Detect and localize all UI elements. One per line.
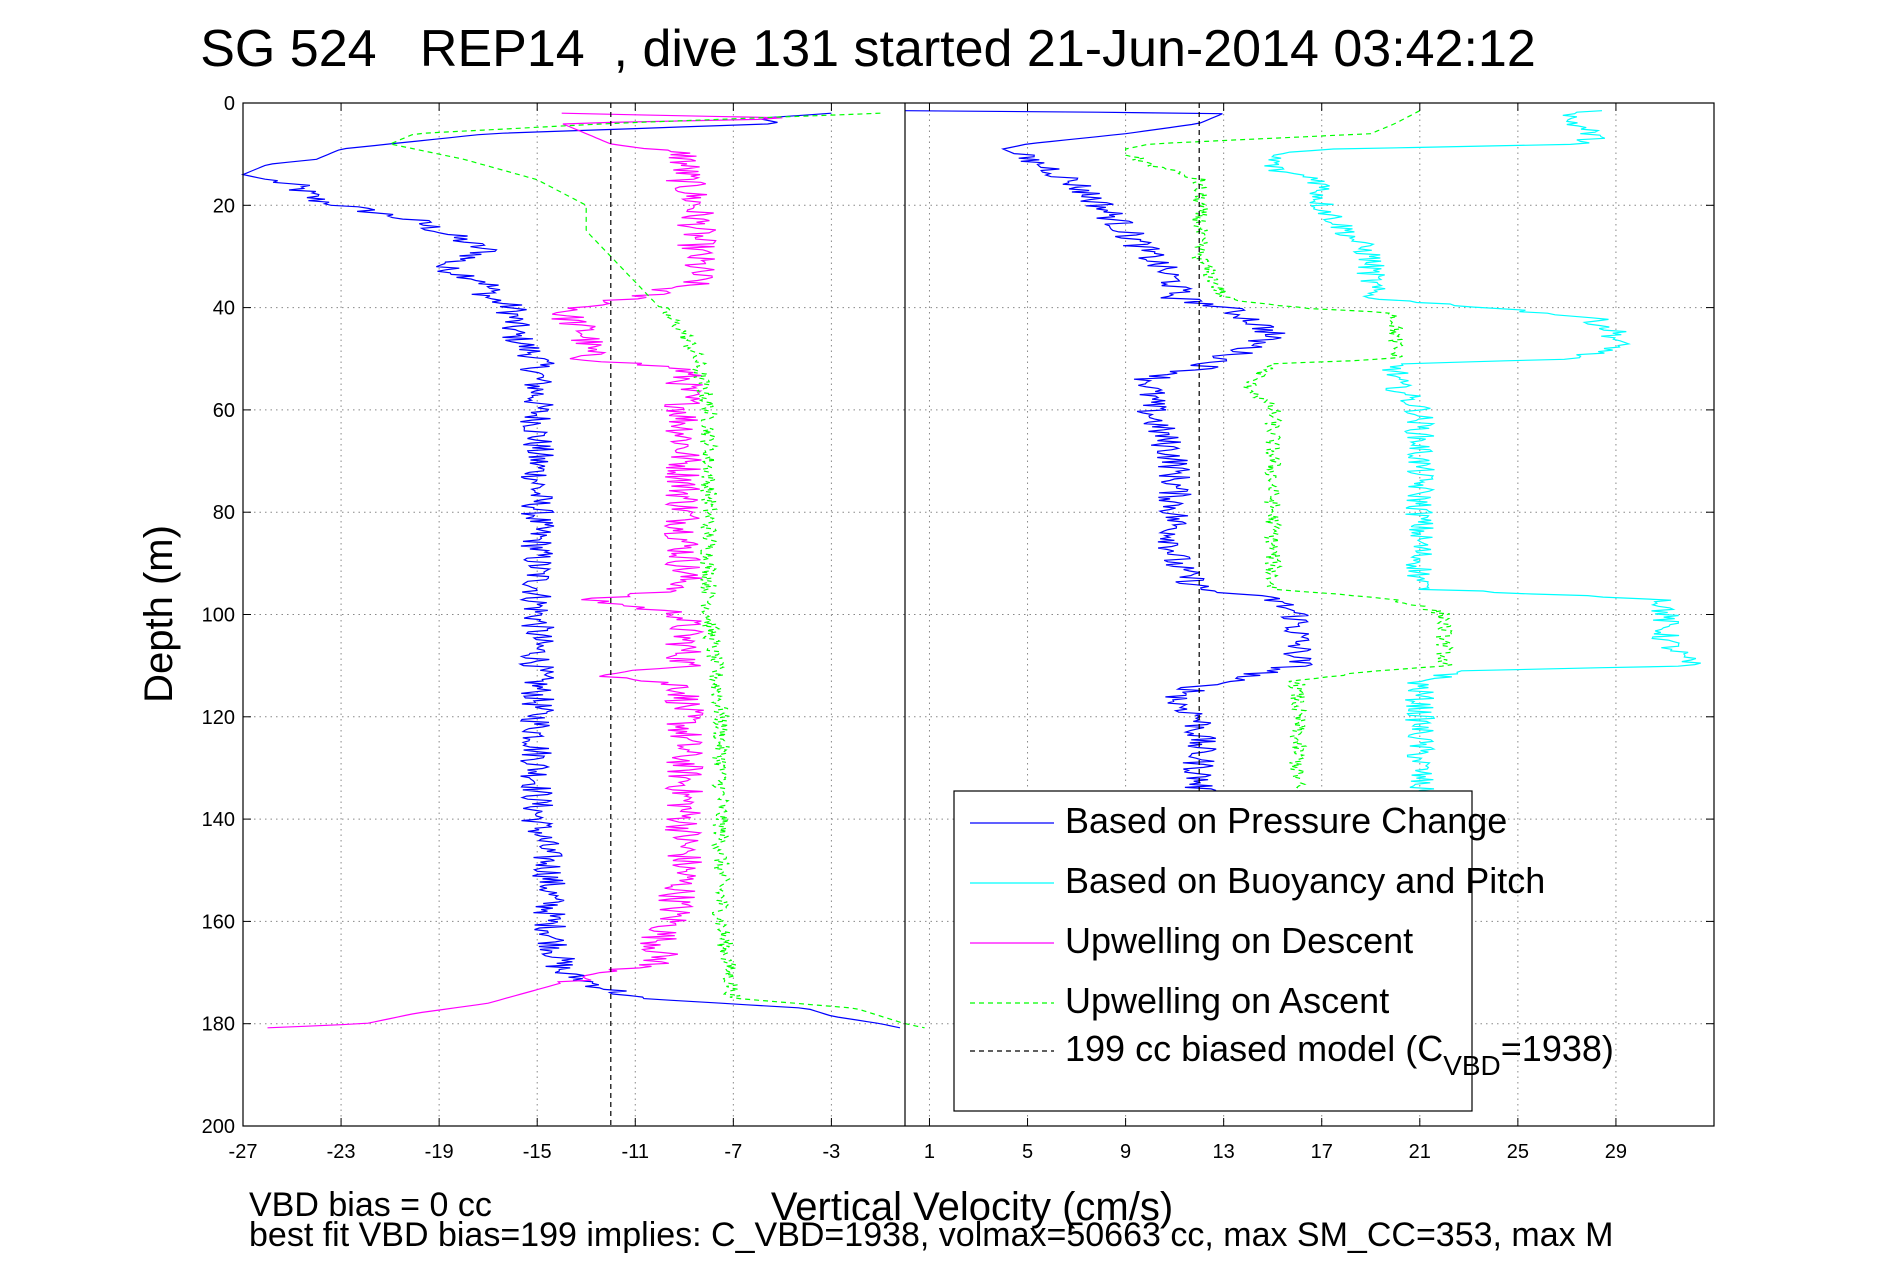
chart-title: SG 524 REP14 , dive 131 started 21-Jun-2…: [200, 20, 1536, 78]
y-tick-label: 160: [202, 911, 235, 933]
x-tick-label: -11: [622, 1141, 649, 1163]
x-tick-label: 17: [1311, 1141, 1333, 1163]
x-tick-label: -7: [724, 1141, 742, 1163]
y-tick-label: 200: [202, 1116, 235, 1138]
y-tick-label: 40: [213, 298, 235, 320]
footnote-best-fit: best fit VBD bias=199 implies: C_VBD=193…: [249, 1216, 1613, 1254]
x-axis-ticks: -27 -23 -19 -15 -11 -7 -3 1 5 9 13 17 21 25 29: [229, 103, 1627, 1163]
footnote-vbd-bias: VBD bias = 0 cc: [249, 1186, 492, 1224]
series-layer: [240, 103, 1701, 1126]
legend-label: Upwelling on Descent: [1065, 920, 1413, 961]
legend-label: Based on Pressure Change: [1065, 800, 1507, 841]
x-tick-label: 9: [1120, 1141, 1131, 1163]
y-tick-label: 0: [224, 93, 235, 115]
x-tick-label: -27: [229, 1141, 258, 1163]
y-tick-label: 180: [202, 1014, 235, 1036]
legend-box: [953, 790, 1473, 1112]
series-line: [267, 112, 783, 1029]
series-line: [388, 112, 925, 1029]
series-line: [240, 112, 901, 1029]
y-tick-label: 20: [213, 195, 235, 217]
x-tick-label: -3: [823, 1141, 841, 1163]
x-tick-label: 1: [924, 1141, 935, 1163]
x-tick-label: -23: [327, 1141, 356, 1163]
series-line: [904, 110, 1314, 794]
y-tick-label: 140: [202, 809, 235, 831]
x-tick-label: 25: [1507, 1141, 1529, 1163]
y-axis-ticks: 0 20 40 60 80 100 120 140 160 180 200: [202, 93, 1714, 1138]
x-tick-label: 13: [1213, 1141, 1235, 1163]
x-tick-label: 29: [1605, 1141, 1627, 1163]
x-tick-label: -15: [523, 1141, 552, 1163]
series-line: [1264, 110, 1701, 795]
x-tick-label: -19: [425, 1141, 454, 1163]
y-tick-label: 100: [202, 605, 235, 627]
x-tick-label: 5: [1022, 1141, 1033, 1163]
x-tick-label: 21: [1409, 1141, 1431, 1163]
legend: Based on Pressure Change Based on Buoyanc…: [953, 790, 1614, 1112]
legend-label: Upwelling on Ascent: [1065, 980, 1389, 1021]
y-tick-label: 120: [202, 707, 235, 729]
x-axis-label: Vertical Velocity (cm/s): [771, 1185, 1173, 1229]
y-tick-label: 80: [213, 502, 235, 524]
legend-label: 199 cc biased model (CVBD=1938): [1065, 1028, 1614, 1081]
y-tick-label: 60: [213, 400, 235, 422]
y-axis-label: Depth (m): [137, 525, 181, 703]
legend-label: Based on Buoyancy and Pitch: [1065, 860, 1545, 901]
